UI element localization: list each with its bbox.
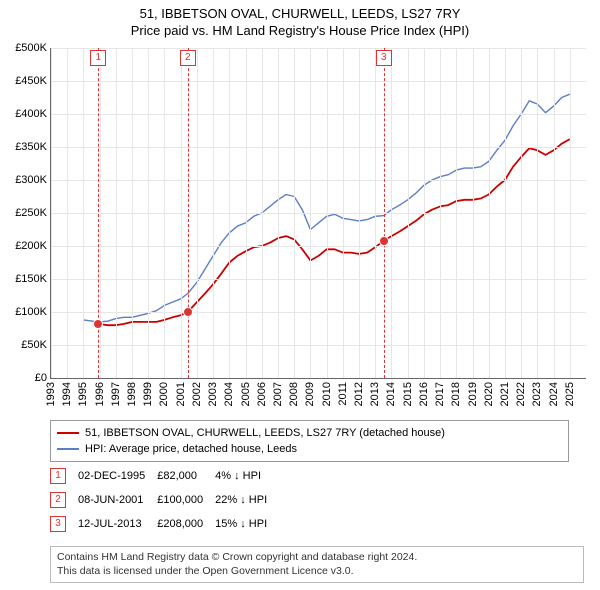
- x-axis-label: 1999: [142, 382, 154, 406]
- x-axis-label: 2005: [240, 382, 252, 406]
- down-arrow-icon: ↓: [234, 470, 240, 482]
- y-axis-label: £350K: [15, 141, 47, 153]
- plot-region: £0£50K£100K£150K£200K£250K£300K£350K£400…: [50, 48, 586, 379]
- down-arrow-icon: ↓: [240, 518, 246, 530]
- x-axis-label: 1998: [126, 382, 138, 406]
- x-axis-label: 2007: [272, 382, 284, 406]
- footer-line-2: This data is licensed under the Open Gov…: [57, 565, 577, 579]
- transaction-row: 3 12-JUL-2013£208,00015% ↓ HPI: [50, 512, 279, 536]
- x-axis-label: 2008: [288, 382, 300, 406]
- legend-item: 51, IBBETSON OVAL, CHURWELL, LEEDS, LS27…: [57, 425, 562, 441]
- transaction-pct: 4% ↓ HPI: [215, 464, 279, 488]
- transaction-row: 1 02-DEC-1995£82,0004% ↓ HPI: [50, 464, 279, 488]
- y-axis-label: £50K: [21, 339, 47, 351]
- y-axis-label: £450K: [15, 75, 47, 87]
- x-axis-label: 2014: [385, 382, 397, 406]
- footer-box: Contains HM Land Registry data © Crown c…: [50, 546, 584, 583]
- x-axis-label: 1997: [110, 382, 122, 406]
- transactions-table: 1 02-DEC-1995£82,0004% ↓ HPI 2 08-JUN-2001£…: [50, 464, 570, 536]
- legend-label: 51, IBBETSON OVAL, CHURWELL, LEEDS, LS27…: [85, 425, 445, 441]
- y-axis-label: £400K: [15, 108, 47, 120]
- transaction-date: 02-DEC-1995: [78, 464, 157, 488]
- series-property: [98, 139, 570, 325]
- transaction-marker: 2: [50, 492, 66, 508]
- title-line-2: Price paid vs. HM Land Registry's House …: [0, 23, 600, 38]
- x-axis-label: 2001: [175, 382, 187, 406]
- transaction-date: 08-JUN-2001: [78, 488, 157, 512]
- transaction-price: £82,000: [157, 464, 215, 488]
- sale-point: [183, 307, 193, 317]
- x-axis-label: 2017: [434, 382, 446, 406]
- x-axis-label: 2025: [564, 382, 576, 406]
- chart-area: £0£50K£100K£150K£200K£250K£300K£350K£400…: [50, 48, 585, 378]
- legend-label: HPI: Average price, detached house, Leed…: [85, 441, 297, 457]
- y-axis-label: £300K: [15, 174, 47, 186]
- legend-swatch: [57, 432, 79, 434]
- transaction-price: £100,000: [157, 488, 215, 512]
- x-axis-label: 2020: [483, 382, 495, 406]
- transaction-price: £208,000: [157, 512, 215, 536]
- x-axis-label: 2024: [548, 382, 560, 406]
- x-axis-label: 2013: [369, 382, 381, 406]
- x-axis-label: 2003: [207, 382, 219, 406]
- x-axis-label: 1994: [61, 382, 73, 406]
- chart-container: 51, IBBETSON OVAL, CHURWELL, LEEDS, LS27…: [0, 0, 600, 590]
- x-axis-label: 1993: [45, 382, 57, 406]
- titles: 51, IBBETSON OVAL, CHURWELL, LEEDS, LS27…: [0, 0, 600, 38]
- y-axis-label: £200K: [15, 240, 47, 252]
- legend-swatch: [57, 448, 79, 450]
- transaction-marker: 3: [50, 516, 66, 532]
- x-axis-label: 2010: [321, 382, 333, 406]
- footer-line-1: Contains HM Land Registry data © Crown c…: [57, 551, 577, 565]
- x-axis-label: 2009: [304, 382, 316, 406]
- x-axis-label: 2004: [223, 382, 235, 406]
- down-arrow-icon: ↓: [240, 494, 246, 506]
- legend-box: 51, IBBETSON OVAL, CHURWELL, LEEDS, LS27…: [50, 420, 569, 462]
- x-axis-label: 2019: [467, 382, 479, 406]
- y-axis-label: £250K: [15, 207, 47, 219]
- x-axis-label: 2021: [499, 382, 511, 406]
- x-axis-label: 1996: [94, 382, 106, 406]
- x-axis-label: 2016: [418, 382, 430, 406]
- y-axis-label: £500K: [15, 42, 47, 54]
- title-line-1: 51, IBBETSON OVAL, CHURWELL, LEEDS, LS27…: [0, 6, 600, 21]
- x-axis-label: 2012: [353, 382, 365, 406]
- chart-marker: 2: [180, 50, 196, 66]
- x-axis-label: 2022: [515, 382, 527, 406]
- transaction-pct: 15% ↓ HPI: [215, 512, 279, 536]
- y-axis-label: £100K: [15, 306, 47, 318]
- sale-point: [379, 236, 389, 246]
- x-axis-label: 2018: [450, 382, 462, 406]
- x-axis-label: 2006: [256, 382, 268, 406]
- transaction-row: 2 08-JUN-2001£100,00022% ↓ HPI: [50, 488, 279, 512]
- transaction-marker: 1: [50, 468, 66, 484]
- x-axis-label: 1995: [77, 382, 89, 406]
- x-axis-label: 2023: [531, 382, 543, 406]
- y-axis-label: £150K: [15, 273, 47, 285]
- transaction-date: 12-JUL-2013: [78, 512, 157, 536]
- transaction-pct: 22% ↓ HPI: [215, 488, 279, 512]
- x-axis-label: 2002: [191, 382, 203, 406]
- x-axis-label: 2015: [402, 382, 414, 406]
- legend-item: HPI: Average price, detached house, Leed…: [57, 441, 562, 457]
- sale-point: [93, 319, 103, 329]
- x-axis-label: 2000: [158, 382, 170, 406]
- chart-marker: 1: [90, 50, 106, 66]
- x-axis-label: 2011: [337, 382, 349, 406]
- chart-marker: 3: [376, 50, 392, 66]
